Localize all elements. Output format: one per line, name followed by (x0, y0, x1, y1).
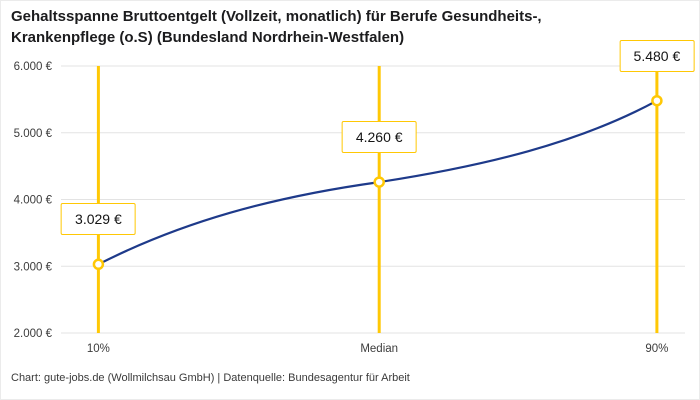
chart-title: Gehaltsspanne Bruttoentgelt (Vollzeit, m… (11, 8, 542, 46)
data-point-median (373, 176, 385, 188)
value-label-p10: 3.029 € (61, 203, 136, 236)
y-axis-tick-label: 2.000 € (14, 328, 53, 340)
y-axis-tick-label: 3.000 € (14, 261, 53, 273)
x-axis-label-median: Median (360, 343, 398, 355)
data-point-p10 (92, 258, 105, 271)
y-axis-tick-label: 6.000 € (14, 61, 53, 73)
value-label-p90: 5.480 € (619, 39, 695, 72)
value-label-median: 4.260 € (341, 121, 417, 154)
y-axis-tick-label: 4.000 € (14, 195, 53, 207)
x-axis-label-p90: 90% (645, 343, 668, 355)
chart-attribution: Chart: gute-jobs.de (Wollmilchsau GmbH) … (11, 372, 410, 384)
data-point-p90 (651, 94, 663, 107)
y-axis-tick-label: 5.000 € (14, 128, 53, 140)
x-axis-label-p10: 10% (87, 343, 110, 355)
